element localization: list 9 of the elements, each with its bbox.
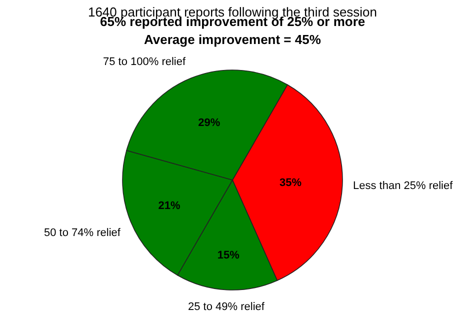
- data-label: 35%: [279, 177, 302, 190]
- data-label: 15%: [217, 250, 240, 262]
- slice-label: 75 to 100% relief: [103, 56, 186, 68]
- data-label: 21%: [158, 200, 180, 212]
- slice-label: 25 to 49% relief: [188, 301, 266, 313]
- slice-label: 50 to 74% relief: [44, 227, 122, 239]
- slice-label: Less than 25% relief: [353, 180, 454, 192]
- text: Average improvement = 45%: [144, 32, 322, 47]
- data-label: 29%: [198, 117, 220, 130]
